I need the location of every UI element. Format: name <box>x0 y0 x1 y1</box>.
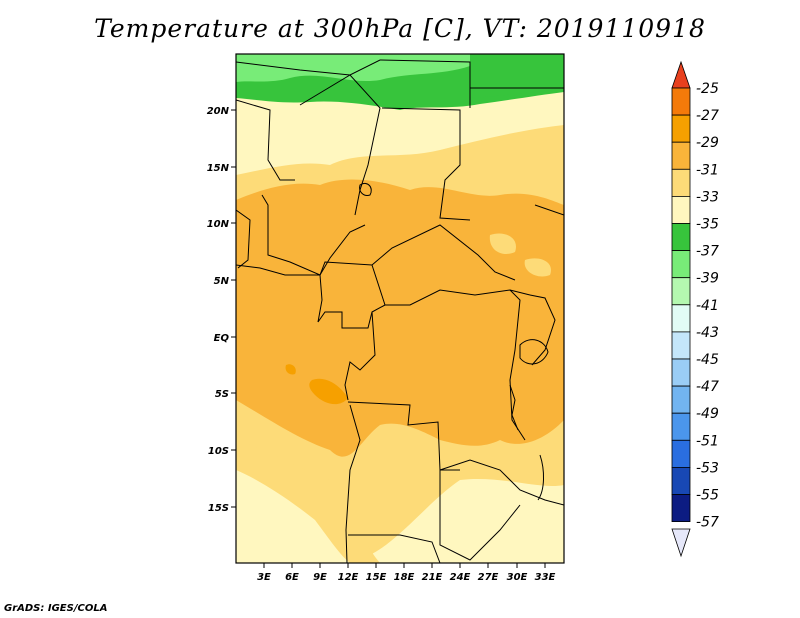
lon-tick-label-33E: 33E <box>535 572 556 583</box>
colorbar-label-9: -41 <box>696 298 719 314</box>
colorbar-segment-7 <box>671 250 691 279</box>
colorbar-segment-8 <box>671 277 691 306</box>
fill-tongue-33 <box>236 470 350 563</box>
lon-tick-label-12E: 12E <box>338 572 359 583</box>
colorbar-segment-11 <box>671 358 691 387</box>
longitude-tick-marks <box>263 563 546 568</box>
colorbar-label-15: -53 <box>696 460 719 476</box>
temperature-fills <box>236 54 564 563</box>
colorbar-label-12: -47 <box>696 379 719 395</box>
lat-tick-label-20N: 20N <box>207 106 230 117</box>
colorbar-segment-13 <box>671 412 691 441</box>
colorbar-segment-6 <box>671 223 691 252</box>
fill-pocket-31-a <box>489 233 516 255</box>
lat-tick-label-5S: 5S <box>215 389 229 400</box>
border-cameroon-car <box>319 224 516 281</box>
border-zambia <box>439 470 521 561</box>
border-angola-west <box>345 404 361 563</box>
colorbar-segment-1 <box>671 87 691 116</box>
colorbar-segment-12 <box>671 385 691 414</box>
lat-tick-label-10S: 10S <box>208 446 229 457</box>
colorbar-label-16: -55 <box>696 488 719 504</box>
lat-tick-label-15N: 15N <box>207 163 230 174</box>
border-niger-chad <box>299 74 381 216</box>
lon-tick-label-24E: 24E <box>450 572 471 583</box>
colorbar-label-13: -49 <box>696 406 719 422</box>
colorbar-label-14: -51 <box>696 433 719 449</box>
lon-tick-label-15E: 15E <box>366 572 387 583</box>
border-nigeria <box>261 194 366 276</box>
border-lake-tanganyika <box>509 384 519 431</box>
colorbar-segment-4 <box>671 168 691 197</box>
colorbar-label-7: -37 <box>696 244 719 260</box>
lat-tick-label-15S: 15S <box>208 503 229 514</box>
border-lake-malawi <box>537 454 544 501</box>
colorbar-label-6: -35 <box>696 217 719 233</box>
chart-title: Temperature at 300hPa [C], VT: 201911091… <box>94 14 706 43</box>
colorbar-segment-9 <box>671 304 691 333</box>
fill-patch-27 <box>309 378 348 405</box>
lon-tick-label-27E: 27E <box>478 572 499 583</box>
map-frame <box>235 53 565 564</box>
border-west-coast-north <box>236 99 295 181</box>
grads-credit: GrADS: IGES/COLA <box>4 603 108 614</box>
lat-tick-label-10N: 10N <box>207 219 230 230</box>
lon-tick-label-30E: 30E <box>507 572 528 583</box>
latitude-tick-labels: 20N 15N 10N 5N EQ 5S 10S 15S <box>207 106 230 514</box>
lat-tick-label-5N: 5N <box>214 276 230 287</box>
colorbar-label-2: -27 <box>696 108 719 124</box>
longitude-tick-labels: 3E 6E 9E 12E 15E 18E 21E 24E 27E 30E 33E <box>257 572 555 583</box>
lon-tick-label-3E: 3E <box>257 572 271 583</box>
colorbar-segment-15 <box>671 466 691 495</box>
border-ethiopia <box>534 204 564 216</box>
border-lake-chad <box>359 182 372 196</box>
lat-tick-label-EQ: EQ <box>214 333 230 344</box>
colorbar: -25 -27 -29 -31 -33 -35 -37 -39 -41 -43 … <box>671 60 719 558</box>
latitude-tick-marks <box>231 109 236 508</box>
colorbar-segment-5 <box>671 195 691 224</box>
colorbar-top-arrow <box>671 60 691 89</box>
border-east-africa <box>529 294 556 366</box>
colorbar-segment-14 <box>671 439 691 468</box>
colorbar-segment-16 <box>671 494 691 523</box>
colorbar-bottom-arrow <box>671 528 691 558</box>
lon-tick-label-18E: 18E <box>394 572 415 583</box>
border-angola <box>347 401 460 471</box>
colorbar-label-11: -45 <box>696 352 719 368</box>
colorbar-label-3: -29 <box>696 135 719 151</box>
colorbar-segment-10 <box>671 331 691 360</box>
border-southern <box>439 459 564 506</box>
border-coast-gulf <box>236 264 323 323</box>
colorbar-segments <box>671 87 691 523</box>
border-angola-south <box>348 534 441 563</box>
border-congo-drc <box>344 311 376 401</box>
colorbar-label-4: -31 <box>696 162 719 178</box>
country-borders <box>236 59 564 563</box>
colorbar-label-1: -25 <box>696 81 719 97</box>
lon-tick-label-21E: 21E <box>422 572 443 583</box>
colorbar-label-10: -43 <box>696 325 719 341</box>
colorbar-labels: -25 -27 -29 -31 -33 -35 -37 -39 -41 -43 … <box>696 81 719 531</box>
colorbar-segment-2 <box>671 114 691 143</box>
colorbar-segment-3 <box>671 141 691 170</box>
border-lake-victoria <box>519 339 549 365</box>
colorbar-label-17: -57 <box>696 515 719 531</box>
border-chad-sudan <box>381 107 471 221</box>
colorbar-label-5: -33 <box>696 189 719 205</box>
border-drc-east <box>509 289 526 441</box>
lon-tick-label-9E: 9E <box>313 572 327 583</box>
lon-tick-label-6E: 6E <box>285 572 299 583</box>
border-west-africa <box>236 209 251 269</box>
fill-patch-27-b <box>285 364 296 375</box>
fill-block-37-ne <box>470 54 564 98</box>
border-sahara-north <box>236 59 471 108</box>
fill-pocket-31-b <box>524 258 551 277</box>
colorbar-label-8: -39 <box>696 271 719 287</box>
